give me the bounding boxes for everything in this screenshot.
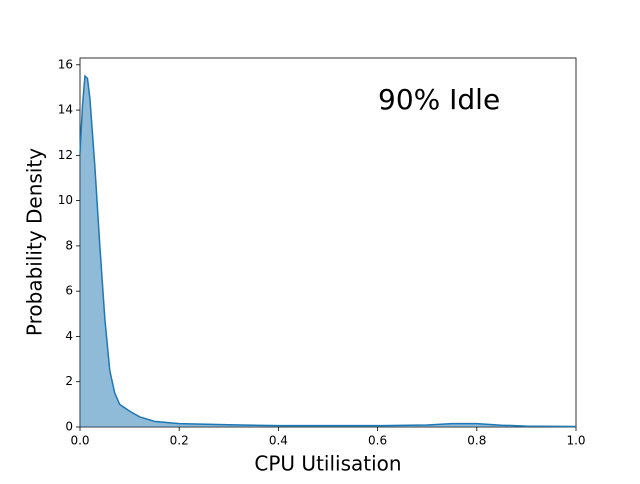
annotation: 90% Idle [378, 83, 500, 116]
axes-frame [79, 57, 577, 428]
y-tick-label: 2 [65, 374, 73, 388]
x-axis-label: CPU Utilisation [254, 452, 401, 476]
y-axis-label: Probability Density [23, 148, 47, 336]
x-tick-label: 0.0 [70, 434, 89, 448]
y-tick-label: 4 [65, 329, 73, 343]
y-tick-label: 14 [58, 103, 73, 117]
y-tick-label: 8 [65, 238, 73, 252]
x-tick-label: 0.6 [368, 434, 387, 448]
x-tick-label: 0.8 [467, 434, 486, 448]
x-tick-label: 0.2 [170, 434, 189, 448]
y-tick-label: 16 [58, 57, 73, 71]
x-tick-label: 0.4 [269, 434, 288, 448]
density-area [80, 76, 576, 428]
y-tick-label: 12 [58, 148, 73, 162]
x-tick-label: 1.0 [566, 434, 585, 448]
y-tick-label: 10 [58, 193, 73, 207]
y-tick-label: 6 [65, 284, 73, 298]
y-tick-label: 0 [65, 420, 73, 434]
density-line [79, 74, 577, 428]
